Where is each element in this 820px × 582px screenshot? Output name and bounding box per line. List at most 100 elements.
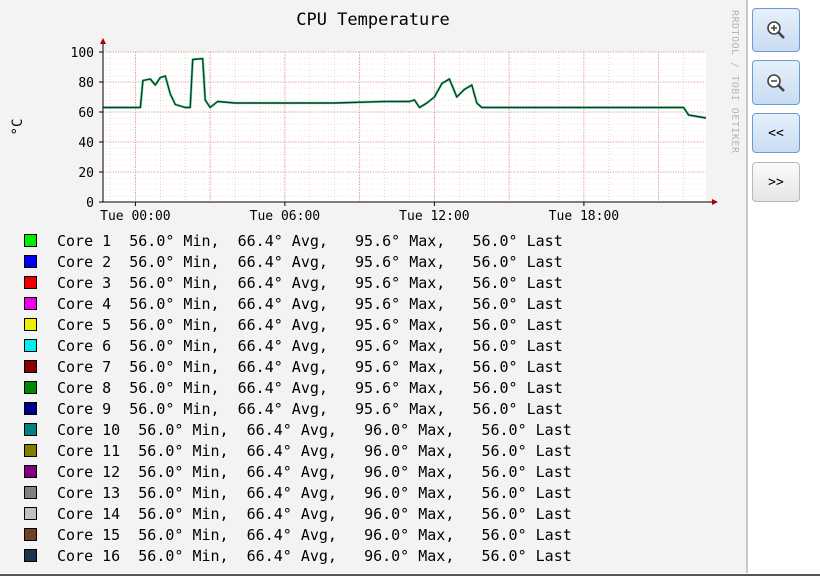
stat-max-label: Max,	[409, 441, 455, 460]
stat-max-value: 96.0°	[364, 441, 410, 460]
stat-max-value: 96.0°	[364, 462, 410, 481]
legend-swatch	[24, 549, 37, 562]
zoom-out-button[interactable]	[752, 60, 800, 105]
stat-avg-label: Avg,	[291, 483, 337, 502]
stat-last-label: Last	[517, 357, 563, 376]
zoom-in-button[interactable]	[752, 8, 800, 52]
x-tick-label: Tue 06:00	[250, 209, 320, 224]
stat-last-label: Last	[526, 441, 572, 460]
stat-min-value: 56.0°	[138, 420, 184, 439]
legend-swatch	[24, 276, 37, 289]
series-name: Core 10	[57, 420, 121, 439]
stat-last-label: Last	[517, 231, 563, 250]
stat-min-value: 56.0°	[138, 504, 184, 523]
stat-min-label: Min,	[183, 483, 229, 502]
legend-entry-10: Core 10 56.0° Min, 66.4° Avg, 96.0° Max,…	[24, 419, 572, 440]
stat-max-label: Max,	[409, 462, 455, 481]
stat-last-value: 56.0°	[481, 420, 527, 439]
stat-avg-label: Avg,	[282, 357, 328, 376]
stat-last-value: 56.0°	[481, 483, 527, 502]
x-tick-label: Tue 18:00	[549, 209, 619, 224]
stat-min-label: Min,	[183, 546, 229, 565]
graph-panel: CPU Temperature RRDTOOL / TOBI OETIKER 0…	[0, 0, 748, 573]
legend-swatch	[24, 381, 37, 394]
stat-last-label: Last	[526, 420, 572, 439]
stat-avg-value: 66.4°	[246, 504, 292, 523]
stat-last-value: 56.0°	[481, 525, 527, 544]
legend-entry-13: Core 13 56.0° Min, 66.4° Avg, 96.0° Max,…	[24, 482, 572, 503]
stat-min-value: 56.0°	[129, 315, 175, 334]
legend-swatch	[24, 528, 37, 541]
stat-max-label: Max,	[409, 546, 455, 565]
stat-last-label: Last	[526, 546, 572, 565]
legend-entry-5: Core 5 56.0° Min, 66.4° Avg, 95.6° Max, …	[24, 314, 572, 335]
stat-avg-value: 66.4°	[246, 420, 292, 439]
stat-avg-value: 66.4°	[237, 315, 283, 334]
legend-swatch	[24, 255, 37, 268]
legend-swatch	[24, 486, 37, 499]
previous-period-button[interactable]: <<	[752, 113, 800, 153]
series-name: Core 9	[57, 399, 112, 418]
stat-avg-label: Avg,	[282, 315, 328, 334]
legend-entry-4: Core 4 56.0° Min, 66.4° Avg, 95.6° Max, …	[24, 293, 572, 314]
stat-min-label: Min,	[174, 399, 220, 418]
legend-entry-2: Core 2 56.0° Min, 66.4° Avg, 95.6° Max, …	[24, 251, 572, 272]
stat-avg-label: Avg,	[291, 525, 337, 544]
stat-max-value: 96.0°	[364, 420, 410, 439]
stat-min-label: Min,	[174, 273, 220, 292]
stat-avg-value: 66.4°	[246, 483, 292, 502]
stat-last-value: 56.0°	[472, 273, 518, 292]
legend-entry-9: Core 9 56.0° Min, 66.4° Avg, 95.6° Max, …	[24, 398, 572, 419]
stat-last-label: Last	[517, 378, 563, 397]
x-axis-arrow	[712, 199, 718, 205]
stat-min-label: Min,	[174, 378, 220, 397]
stat-avg-value: 66.4°	[237, 252, 283, 271]
series-name: Core 7	[57, 357, 112, 376]
stat-min-value: 56.0°	[129, 231, 175, 250]
series-name: Core 1	[57, 231, 112, 250]
stat-avg-label: Avg,	[291, 462, 337, 481]
legend-swatch	[24, 402, 37, 415]
stat-min-value: 56.0°	[129, 294, 175, 313]
legend-swatch	[24, 234, 37, 247]
legend-swatch	[24, 297, 37, 310]
stat-avg-label: Avg,	[282, 399, 328, 418]
stat-min-value: 56.0°	[138, 546, 184, 565]
stat-min-value: 56.0°	[138, 483, 184, 502]
stat-min-label: Min,	[174, 315, 220, 334]
stat-max-value: 95.6°	[355, 378, 401, 397]
stat-max-label: Max,	[400, 294, 446, 313]
legend-entry-1: Core 1 56.0° Min, 66.4° Avg, 95.6° Max, …	[24, 230, 572, 251]
y-tick-label: 20	[78, 166, 94, 181]
stat-min-label: Min,	[174, 357, 220, 376]
x-tick-label: Tue 00:00	[100, 209, 170, 224]
stat-last-value: 56.0°	[472, 357, 518, 376]
stat-max-label: Max,	[409, 525, 455, 544]
series-name: Core 11	[57, 441, 121, 460]
legend-entry-8: Core 8 56.0° Min, 66.4° Avg, 95.6° Max, …	[24, 377, 572, 398]
stat-max-value: 95.6°	[355, 315, 401, 334]
bottom-border	[0, 574, 820, 582]
stat-max-label: Max,	[400, 273, 446, 292]
stat-last-value: 56.0°	[472, 294, 518, 313]
stat-min-value: 56.0°	[129, 273, 175, 292]
stat-max-label: Max,	[400, 399, 446, 418]
stat-last-label: Last	[517, 252, 563, 271]
stat-max-value: 95.6°	[355, 357, 401, 376]
legend-swatch	[24, 360, 37, 373]
legend-swatch	[24, 444, 37, 457]
stat-min-label: Min,	[183, 525, 229, 544]
stat-avg-value: 66.4°	[237, 378, 283, 397]
stat-avg-label: Avg,	[282, 336, 328, 355]
stat-last-value: 56.0°	[481, 462, 527, 481]
stat-max-label: Max,	[409, 483, 455, 502]
stat-max-value: 95.6°	[355, 336, 401, 355]
stat-max-label: Max,	[409, 504, 455, 523]
legend-entry-14: Core 14 56.0° Min, 66.4° Avg, 96.0° Max,…	[24, 503, 572, 524]
legend-swatch	[24, 339, 37, 352]
next-period-button[interactable]: >>	[752, 162, 800, 202]
series-name: Core 4	[57, 294, 112, 313]
y-axis-arrow	[100, 38, 106, 44]
stat-max-value: 96.0°	[364, 504, 410, 523]
legend-entry-12: Core 12 56.0° Min, 66.4° Avg, 96.0° Max,…	[24, 461, 572, 482]
